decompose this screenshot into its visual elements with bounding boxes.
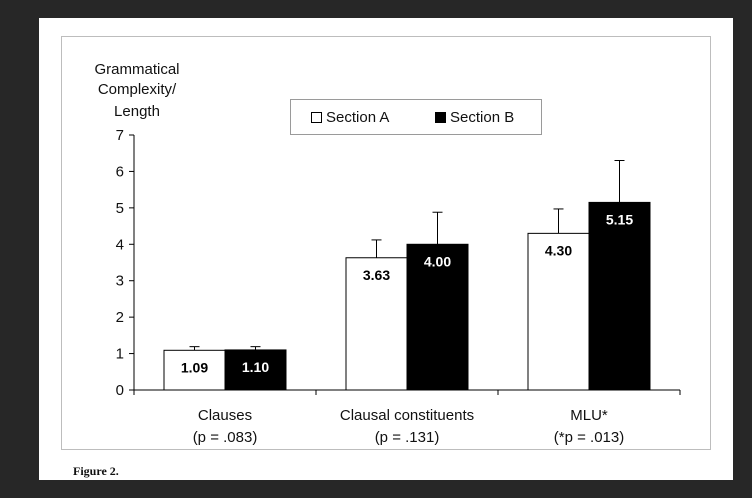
chart-frame: Grammatical Complexity/ Length 0 1 2 3 4 5 6 7 1…: [61, 36, 711, 450]
bar-value-label: 4.30: [545, 242, 572, 258]
bar-section-a: [163, 349, 226, 391]
bar-chart: 0 1 2 3 4 5 6 7 1.09 1.10 Clauses (p = .083) 3.63 4.0…: [116, 127, 681, 446]
bar-section-b: [588, 201, 651, 391]
legend-swatch-section-b: [435, 112, 446, 123]
x-category-label: MLU*: [570, 407, 608, 424]
y-axis-label-line-3: Length: [114, 103, 160, 120]
y-axis-label-line-1: Grammatical: [94, 61, 180, 78]
figure-page: Grammatical Complexity/ Length 0 1 2 3 4 5 6 7 1…: [39, 18, 733, 480]
bar-value-label: 3.63: [363, 267, 390, 283]
y-tick-label: 0: [116, 382, 124, 399]
y-tick-label: 6: [116, 163, 124, 180]
bar-section-a: [527, 232, 590, 391]
legend-item-section-a: Section A: [311, 109, 389, 126]
chart-legend: Section A Section B: [290, 99, 542, 135]
y-tick-label: 2: [116, 309, 124, 326]
x-category-label: Clausal constituents: [340, 407, 474, 424]
x-category-sublabel: (*p = .013): [554, 429, 624, 446]
bar-section-a: [345, 257, 408, 391]
legend-swatch-section-a: [311, 112, 322, 123]
bar-value-label: 1.09: [181, 359, 208, 375]
y-tick-label: 7: [116, 127, 124, 144]
y-axis-label-line-2: Complexity/: [97, 81, 177, 98]
legend-item-section-b: Section B: [435, 109, 514, 126]
y-tick-label: 1: [116, 346, 124, 363]
bar-value-label: 1.10: [242, 359, 269, 375]
x-category-sublabel: (p = .083): [193, 429, 258, 446]
y-tick-label: 3: [116, 273, 124, 290]
legend-label-section-a: Section A: [326, 109, 390, 126]
y-tick-label: 4: [116, 236, 124, 253]
bar-section-b: [406, 243, 469, 391]
figure-caption: Figure 2.: [73, 464, 119, 478]
bar-value-label: 5.15: [606, 211, 633, 227]
x-category-label: Clauses: [198, 407, 252, 424]
bar-value-label: 4.00: [424, 253, 451, 269]
y-tick-label: 5: [116, 200, 124, 217]
legend-label-section-b: Section B: [450, 109, 515, 126]
x-category-sublabel: (p = .131): [375, 429, 440, 446]
bar-section-b: [224, 349, 287, 391]
